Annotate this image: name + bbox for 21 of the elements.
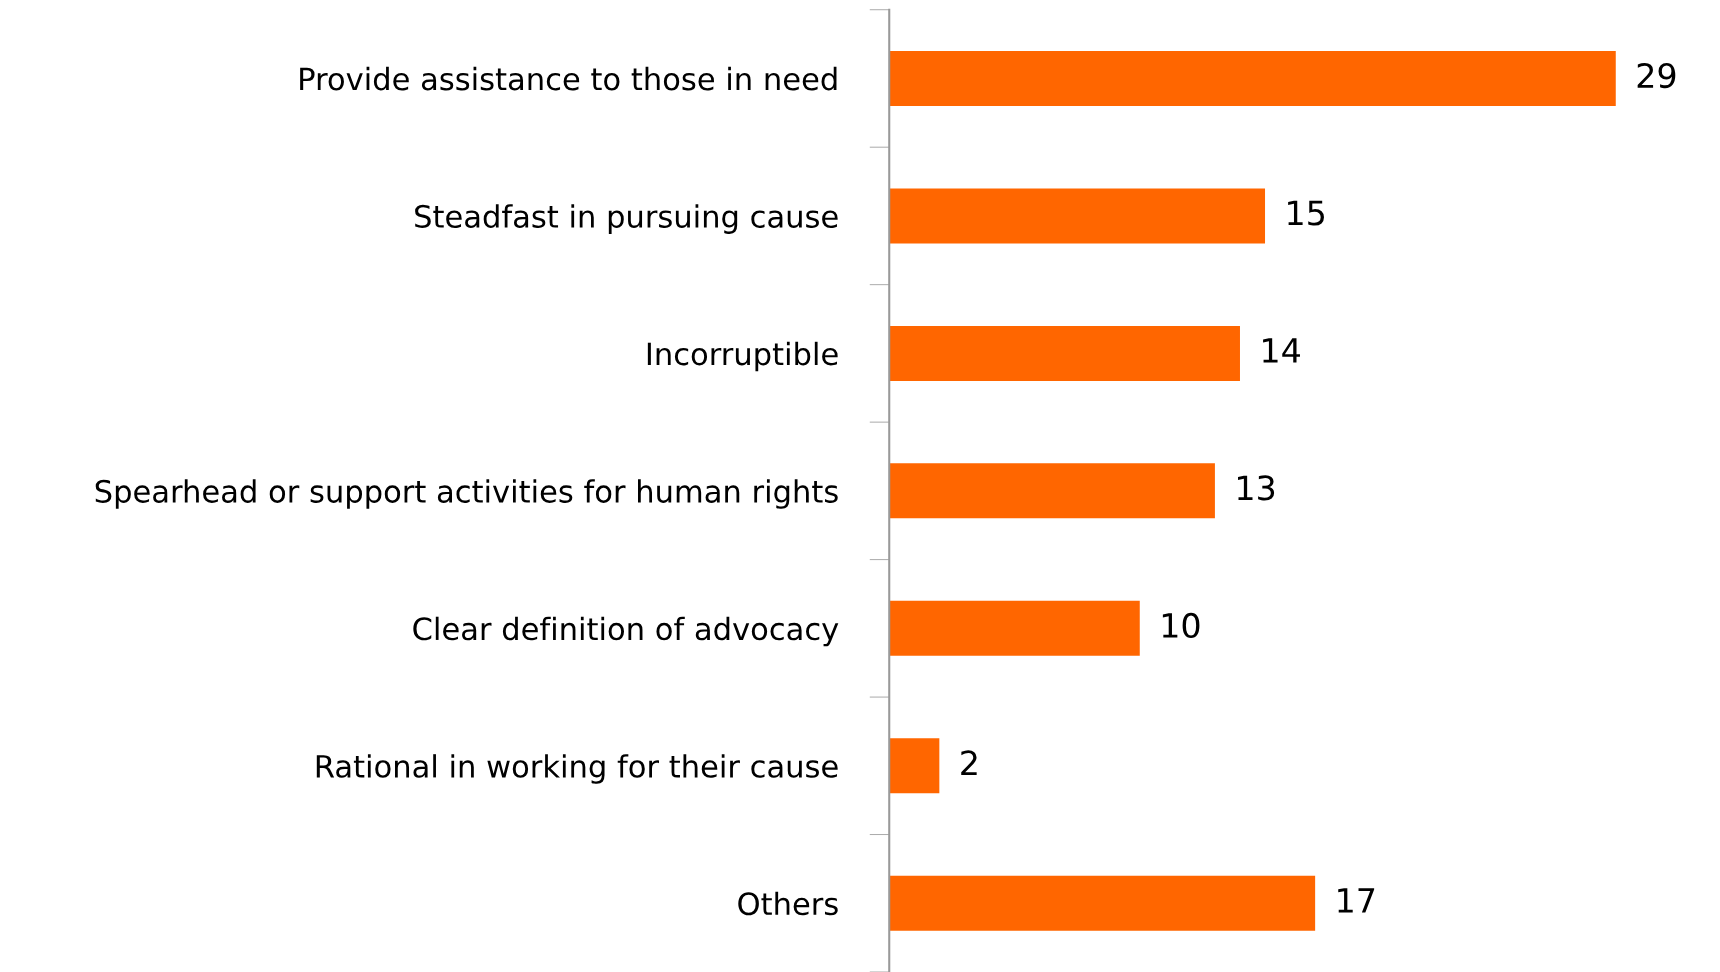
- data-label: 13: [1238, 475, 1275, 501]
- y-tick-label: Incorruptible: [647, 341, 838, 372]
- bar: [889, 738, 940, 794]
- data-label: 14: [1263, 338, 1300, 363]
- bar: [889, 325, 1240, 381]
- bar: [889, 600, 1140, 656]
- bar: [889, 50, 1616, 106]
- bar: [889, 463, 1215, 519]
- y-tick-label: Rational in working for their cause: [316, 754, 838, 784]
- data-label: 15: [1288, 200, 1324, 226]
- data-label: 29: [1637, 62, 1676, 89]
- data-label: 17: [1338, 888, 1375, 913]
- bar: [889, 875, 1316, 931]
- data-label: 2: [961, 750, 977, 775]
- data-label: 10: [1162, 612, 1200, 638]
- bar: [889, 188, 1266, 244]
- y-tick-label: Provide assistance to those in need: [300, 66, 837, 91]
- y-tick-label: Others: [738, 891, 838, 916]
- y-tick-label: Clear definition of advocacy: [413, 616, 839, 647]
- y-tick-label: Steadfast in pursuing cause: [415, 204, 838, 234]
- y-tick-label: Spearhead or support activities for human rights: [95, 479, 838, 509]
